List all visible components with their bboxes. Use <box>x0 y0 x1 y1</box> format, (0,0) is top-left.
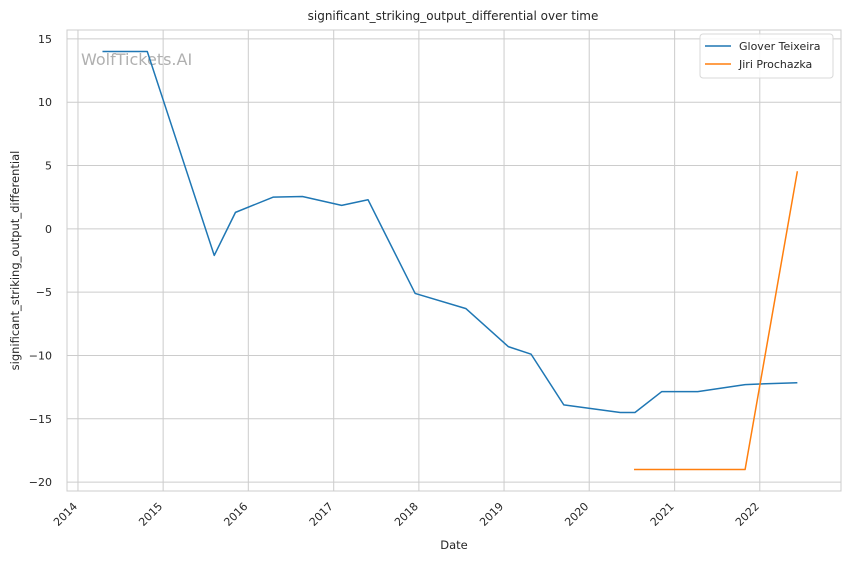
y-tick-label: 0 <box>45 223 52 236</box>
plot-area-frame <box>66 29 842 492</box>
chart-title: significant_striking_output_differential… <box>308 9 599 23</box>
grid <box>67 30 841 491</box>
legend-label: Jiri Prochazka <box>738 58 812 71</box>
y-tick-label: −20 <box>29 476 52 489</box>
y-axis-ticks: 15 10 5 0 −5 −10 −15 −20 <box>29 33 52 489</box>
y-tick-label: 15 <box>38 33 52 46</box>
legend-box <box>699 33 834 79</box>
y-tick-label: 10 <box>38 96 52 109</box>
y-tick-label: −10 <box>29 349 52 362</box>
x-axis-title: Date <box>440 538 468 552</box>
legend-label: Glover Teixeira <box>739 40 821 53</box>
y-tick-label: −5 <box>36 286 52 299</box>
legend: Glover Teixeira Jiri Prochazka <box>699 33 834 79</box>
y-tick-label: −15 <box>29 413 52 426</box>
y-tick-label: 5 <box>45 160 52 173</box>
series-line-jiri-prochazka <box>634 171 799 471</box>
watermark: WolfTickets.AI <box>81 50 192 69</box>
series-line-glover-teixeira <box>102 50 798 414</box>
y-axis-title: significant_striking_output_differential <box>8 151 22 371</box>
series-lines <box>102 50 799 471</box>
